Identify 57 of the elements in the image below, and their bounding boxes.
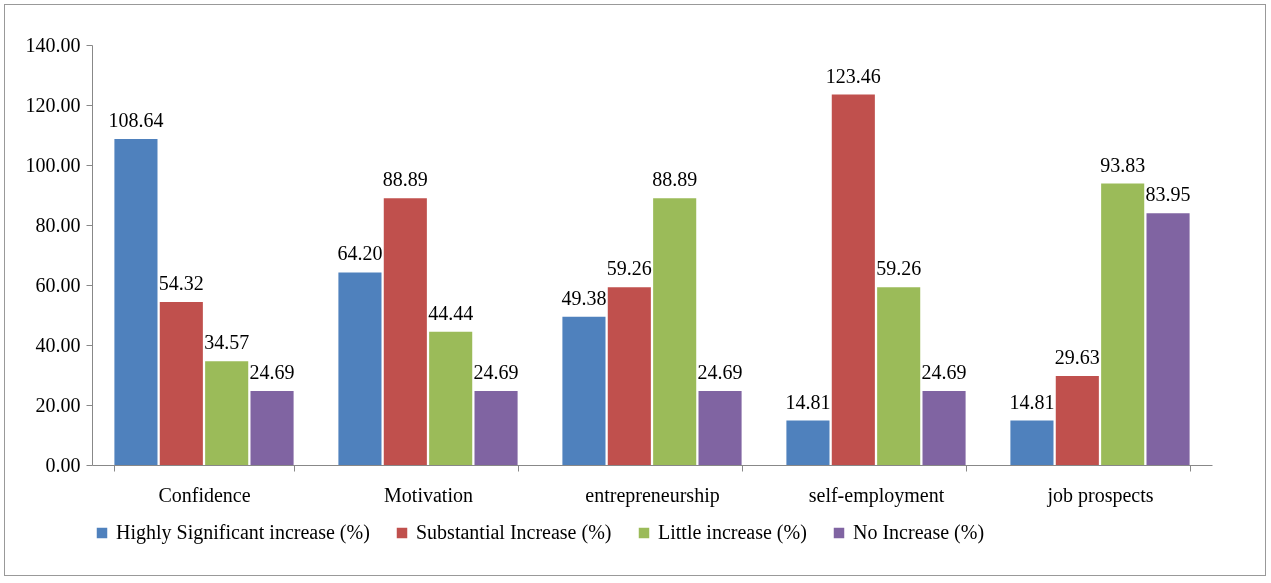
bar — [159, 302, 203, 465]
legend-label: Little increase (%) — [658, 521, 807, 544]
bar — [698, 390, 742, 465]
bar — [922, 390, 966, 465]
bar — [562, 316, 606, 465]
y-tick-label: 0.00 — [45, 453, 81, 476]
legend-label: No Increase (%) — [853, 521, 985, 544]
y-tick-label: 140.00 — [25, 33, 81, 56]
data-label: 64.20 — [337, 242, 383, 265]
y-tick-label: 100.00 — [25, 153, 81, 176]
data-label: 29.63 — [1054, 346, 1100, 369]
data-label: 24.69 — [473, 360, 519, 383]
bar — [607, 287, 651, 465]
bar — [474, 390, 518, 465]
y-tick-label: 120.00 — [25, 93, 81, 116]
data-label: 24.69 — [697, 360, 743, 383]
x-tick-label: self-employment — [808, 483, 945, 507]
bar — [1146, 213, 1190, 465]
y-tick-label: 20.00 — [35, 393, 81, 416]
x-tick-label: Motivation — [384, 483, 473, 506]
x-tick-label: entrepreneurship — [585, 483, 720, 507]
bar — [831, 94, 875, 465]
bar — [429, 331, 473, 465]
x-tick-label: job prospects — [1046, 483, 1154, 507]
bar — [877, 287, 921, 465]
bar — [1010, 420, 1054, 465]
data-label: 54.32 — [158, 272, 204, 295]
data-label: 24.69 — [921, 360, 967, 383]
y-tick-label: 80.00 — [35, 213, 81, 236]
data-label: 123.46 — [825, 64, 881, 87]
data-label: 108.64 — [108, 109, 164, 132]
bar — [114, 139, 158, 465]
data-label: 59.26 — [606, 257, 652, 280]
data-label: 88.89 — [652, 168, 698, 191]
legend-label: Substantial Increase (%) — [416, 521, 612, 544]
y-tick-label: 60.00 — [35, 273, 81, 296]
data-label: 24.69 — [249, 360, 295, 383]
bar — [338, 272, 382, 465]
legend-label: Highly Significant increase (%) — [116, 521, 370, 544]
y-tick-label: 40.00 — [35, 333, 81, 356]
x-tick-label: Confidence — [158, 483, 251, 506]
data-label: 59.26 — [876, 257, 922, 280]
data-label: 44.44 — [428, 301, 474, 324]
bar — [653, 198, 697, 465]
data-label: 83.95 — [1145, 183, 1191, 206]
data-label: 14.81 — [1009, 390, 1055, 413]
bar — [250, 390, 294, 465]
data-label: 34.57 — [204, 331, 250, 354]
bar — [1055, 376, 1099, 465]
bar — [786, 420, 830, 465]
data-label: 88.89 — [382, 168, 428, 191]
bar — [205, 361, 249, 465]
data-label: 49.38 — [561, 286, 607, 309]
bar — [383, 198, 427, 465]
data-label: 93.83 — [1100, 153, 1146, 176]
bar — [1101, 183, 1145, 465]
data-label: 14.81 — [785, 390, 831, 413]
